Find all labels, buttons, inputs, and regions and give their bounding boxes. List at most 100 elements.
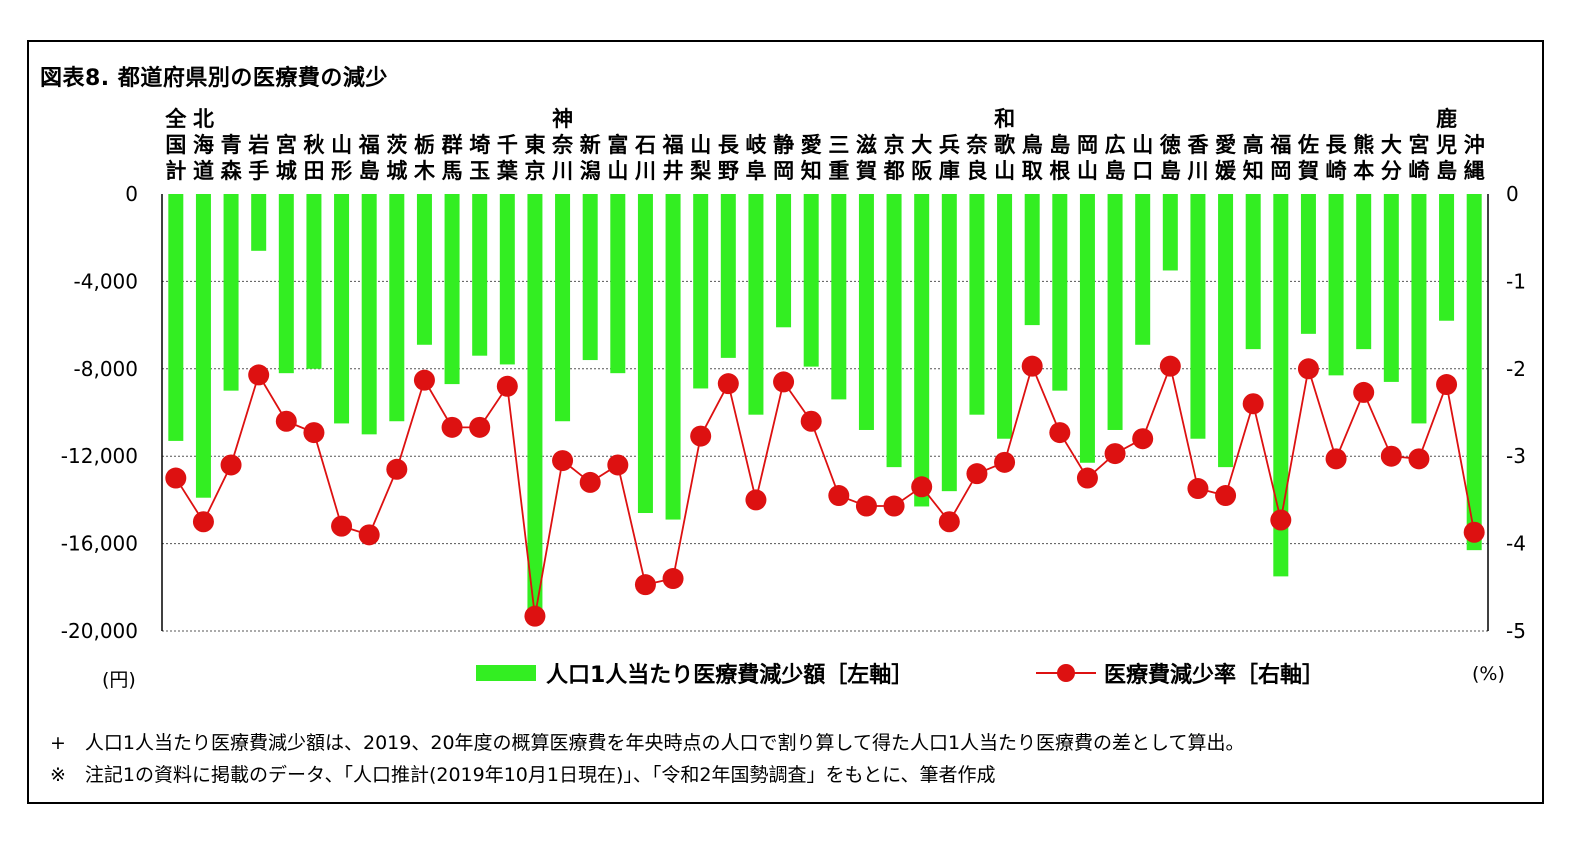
- category-label-char: 愛: [801, 133, 822, 157]
- left-axis-unit: (円): [102, 669, 136, 691]
- legend-bar-label: 人口1人当たり医療費減少額［左軸］: [546, 662, 913, 688]
- category-label-char: 岡: [773, 159, 794, 183]
- category-label-char: 国: [165, 133, 186, 157]
- category-label-char: 茨: [386, 133, 407, 157]
- category-label-char: 熊: [1353, 133, 1374, 157]
- rate-point-東京: [524, 605, 546, 627]
- category-label-char: 山: [331, 133, 352, 157]
- category-label-char: 縄: [1464, 159, 1485, 183]
- category-label-char: 大: [911, 133, 932, 157]
- category-label-char: 岐: [745, 133, 767, 157]
- category-label-char: 道: [193, 159, 214, 183]
- rate-point-三重: [828, 485, 850, 507]
- rate-point-大阪: [911, 476, 933, 498]
- category-label-char: 埼: [469, 133, 490, 157]
- right-axis-tick-label: -1: [1506, 269, 1526, 293]
- bar-広島: [1107, 194, 1123, 430]
- bar-神奈川: [555, 194, 571, 422]
- left-axis-tick-label: -20,000: [61, 619, 138, 643]
- bar-全国計: [168, 194, 184, 441]
- category-label-char: 三: [828, 133, 849, 157]
- category-label-char: 兵: [939, 133, 960, 157]
- category-label-char: 海: [193, 133, 214, 157]
- bar-三重: [831, 194, 847, 400]
- bar-長野: [720, 194, 736, 358]
- bar-福岡: [1273, 194, 1289, 577]
- category-label-char: 手: [248, 159, 269, 183]
- category-label-char: 潟: [580, 159, 601, 183]
- category-label-char: 重: [828, 159, 849, 183]
- bar-青森: [223, 194, 239, 391]
- category-label-char: 阜: [745, 159, 766, 183]
- category-label-char: 野: [718, 159, 739, 183]
- bar-兵庫: [941, 194, 957, 492]
- category-label-char: 城: [276, 159, 297, 183]
- category-label-char: 全: [164, 107, 187, 131]
- bar-岡山: [1079, 194, 1095, 463]
- bar-群馬: [444, 194, 460, 385]
- rate-point-北海道: [192, 511, 214, 533]
- bar-静岡: [776, 194, 792, 328]
- category-label-char: 知: [1243, 159, 1264, 183]
- category-label-char: 媛: [1214, 159, 1237, 183]
- category-label-char: 児: [1435, 133, 1457, 157]
- category-label-char: 京: [524, 159, 545, 183]
- rate-point-福島: [358, 524, 380, 546]
- category-label-char: 秋: [303, 133, 325, 157]
- category-label-char: 群: [442, 133, 463, 157]
- category-label-char: 本: [1353, 159, 1374, 183]
- category-label-char: 阪: [911, 159, 933, 183]
- bar-山梨: [693, 194, 709, 389]
- rate-point-新潟: [579, 471, 601, 493]
- rate-point-徳島: [1159, 355, 1181, 377]
- category-label-char: 川: [551, 159, 573, 183]
- category-label-char: 井: [663, 159, 684, 183]
- right-axis-unit: (%): [1472, 663, 1505, 685]
- bar-栃木: [416, 194, 432, 345]
- bar-新潟: [582, 194, 598, 361]
- bar-山形: [334, 194, 350, 424]
- rate-point-岡山: [1076, 467, 1098, 489]
- rate-point-広島: [1104, 443, 1126, 465]
- rate-point-愛知: [800, 410, 822, 432]
- bar-滋賀: [858, 194, 874, 430]
- bar-島根: [1052, 194, 1068, 391]
- category-label-char: 葉: [496, 159, 519, 183]
- category-label-char: 石: [634, 133, 656, 157]
- category-label-char: 島: [1160, 159, 1181, 183]
- category-label-char: 歌: [994, 133, 1016, 157]
- category-label-char: 神: [552, 107, 573, 131]
- category-label-char: 計: [165, 159, 186, 183]
- left-axis-tick-label: -12,000: [61, 444, 138, 468]
- category-label-char: 福: [358, 133, 380, 157]
- category-label-char: 馬: [442, 159, 463, 183]
- rate-point-高知: [1242, 393, 1264, 415]
- category-label-char: 広: [1105, 133, 1126, 157]
- right-axis-tick-label: 0: [1506, 182, 1519, 206]
- category-label-char: 京: [884, 133, 905, 157]
- category-label-char: 栃: [414, 133, 435, 157]
- rate-line: [175, 363, 1476, 617]
- category-label-char: 富: [607, 133, 628, 157]
- rate-point-福岡: [1270, 509, 1292, 531]
- rate-point-茨城: [386, 458, 408, 480]
- rate-point-佐賀: [1297, 358, 1319, 380]
- category-label-char: 山: [607, 159, 628, 183]
- rate-point-沖縄: [1463, 521, 1485, 543]
- bar-秋田: [306, 194, 322, 369]
- category-label-char: 庫: [939, 159, 960, 183]
- left-axis-tick-label: -8,000: [74, 357, 138, 381]
- bar-北海道: [195, 194, 211, 498]
- category-label-char: 口: [1132, 159, 1153, 183]
- bar-大阪: [914, 194, 930, 507]
- category-label-char: 鹿: [1436, 107, 1457, 131]
- bar-徳島: [1162, 194, 1178, 271]
- category-label-char: 山: [690, 133, 711, 157]
- rate-point-埼玉: [469, 416, 491, 438]
- rate-point-全国計: [165, 467, 187, 489]
- category-label-char: 福: [1269, 133, 1291, 157]
- category-label-char: 分: [1381, 159, 1402, 183]
- category-label-char: 川: [1186, 159, 1208, 183]
- rate-point-栃木: [413, 369, 435, 391]
- rate-point-兵庫: [938, 511, 960, 533]
